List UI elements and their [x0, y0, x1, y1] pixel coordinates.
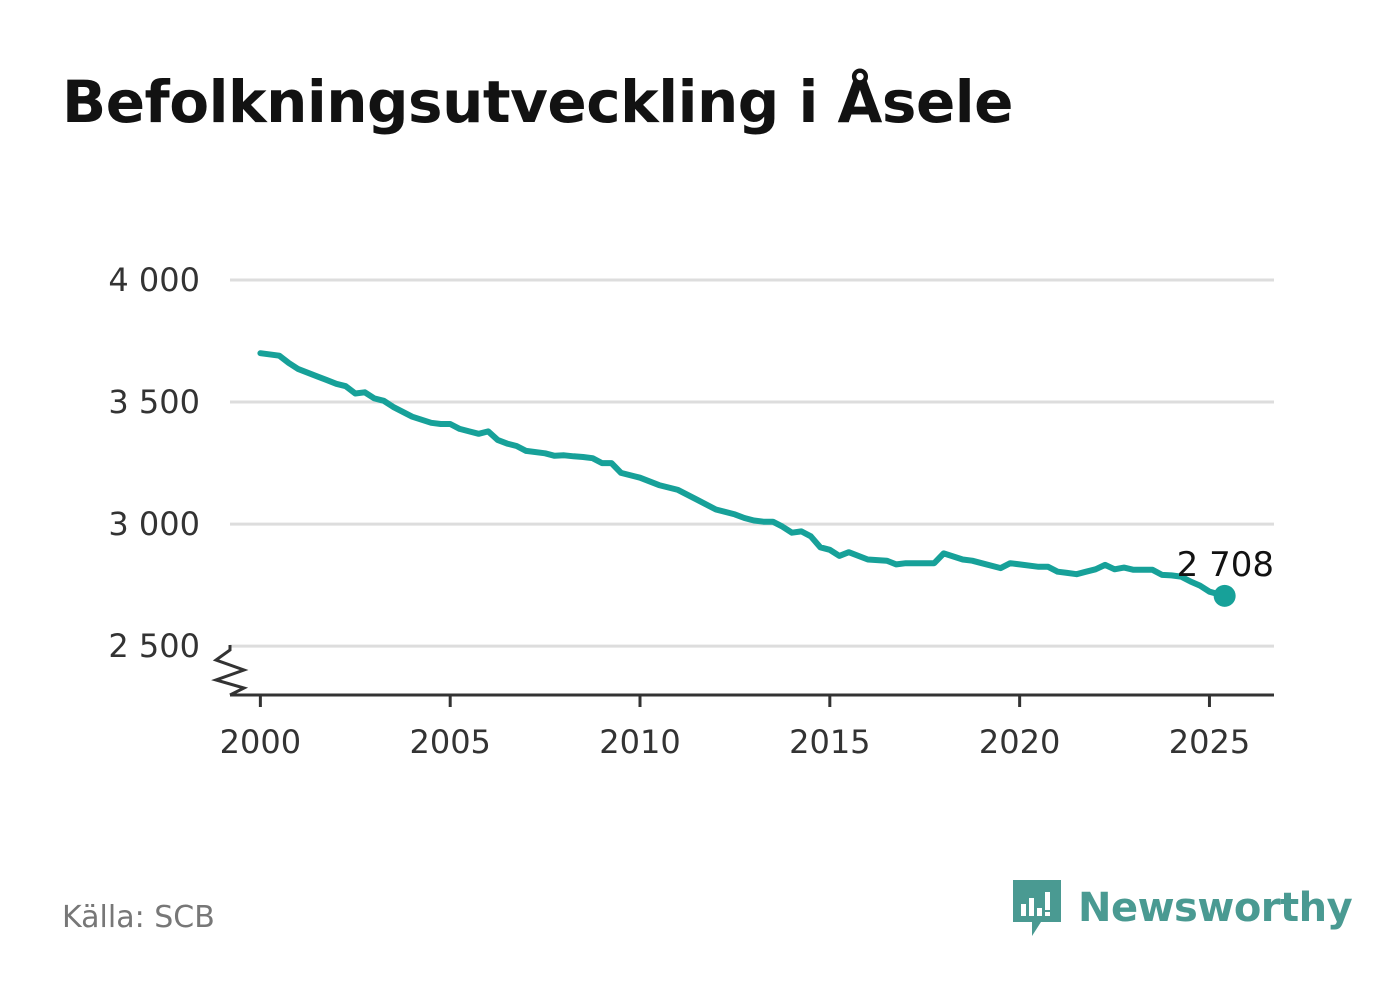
newsworthy-logo: Newsworthy — [1010, 878, 1353, 938]
y-tick-label: 3 000 — [108, 505, 200, 543]
y-axis: 2 500 3 000 3 500 4 000 — [108, 261, 249, 697]
x-tick-label: 2005 — [409, 723, 490, 761]
annotation-layer: 2 708 — [1177, 545, 1274, 585]
newsworthy-logo-icon — [1013, 880, 1061, 936]
x-axis: 2000 2005 2010 2015 2020 2025 — [220, 693, 1274, 761]
x-tick-label: 2000 — [220, 723, 301, 761]
series-line — [257, 350, 1228, 599]
line-chart: 2 500 3 000 3 500 4 000 2000 2005 2010 2015 202… — [108, 261, 1274, 761]
chart-title: Befolkningsutveckling i Åsele — [62, 68, 1014, 136]
x-tick-label: 2025 — [1169, 723, 1250, 761]
x-tick-label: 2010 — [599, 723, 680, 761]
axis-break-icon — [211, 645, 249, 697]
source-note: Källa: SCB — [62, 900, 215, 935]
y-tick-label: 3 500 — [108, 383, 200, 421]
last-point-marker — [1213, 584, 1236, 607]
y-tick-label: 2 500 — [108, 627, 200, 665]
y-tick-label: 4 000 — [108, 261, 200, 299]
x-tick-label: 2015 — [789, 723, 870, 761]
gridlines — [230, 278, 1274, 648]
last-value-label: 2 708 — [1177, 545, 1274, 585]
x-tick-label: 2020 — [979, 723, 1060, 761]
brand-name: Newsworthy — [1078, 885, 1353, 931]
series-layer — [257, 350, 1236, 607]
